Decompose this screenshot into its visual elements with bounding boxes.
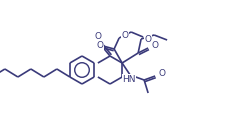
Text: O: O xyxy=(151,41,158,51)
Text: O: O xyxy=(97,41,104,50)
Text: O: O xyxy=(158,70,165,78)
Text: O: O xyxy=(121,31,128,41)
Text: O: O xyxy=(144,35,151,44)
Text: HN: HN xyxy=(122,75,136,83)
Text: O: O xyxy=(94,32,101,41)
